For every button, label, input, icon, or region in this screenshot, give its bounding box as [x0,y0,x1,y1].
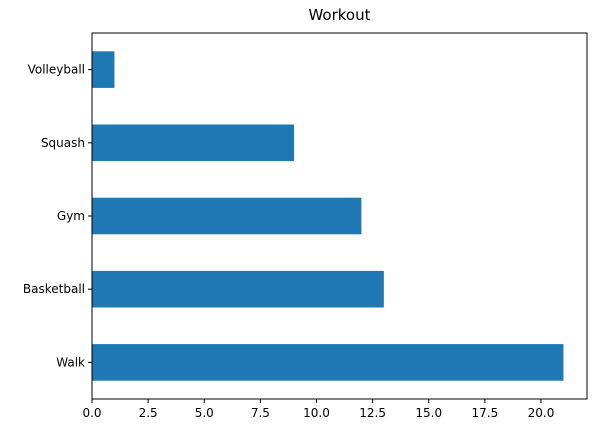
bar-gym [92,197,362,235]
x-tick-label: 2.5 [139,406,158,420]
x-tick-label: 7.5 [251,406,270,420]
y-tick-label: Basketball [23,282,85,296]
x-tick-label: 17.5 [471,406,498,420]
y-tick-label: Walk [56,355,85,369]
y-tick-label: Squash [41,136,85,150]
bar-squash [92,124,295,162]
x-tick-label: 5.0 [195,406,214,420]
chart-title: Workout [308,6,371,24]
plot-frame [91,32,588,400]
x-tick-label: 15.0 [415,406,442,420]
y-tick-label: Gym [57,209,85,223]
bar-volleyball [92,51,115,88]
x-tick-label: 10.0 [303,406,330,420]
bar-walk [92,344,564,381]
x-tick-label: 20.0 [528,406,555,420]
x-tick-label: 0.0 [82,406,101,420]
bar-basketball [92,270,384,308]
x-tick-label: 12.5 [359,406,386,420]
y-tick-label: Volleyball [28,63,85,77]
